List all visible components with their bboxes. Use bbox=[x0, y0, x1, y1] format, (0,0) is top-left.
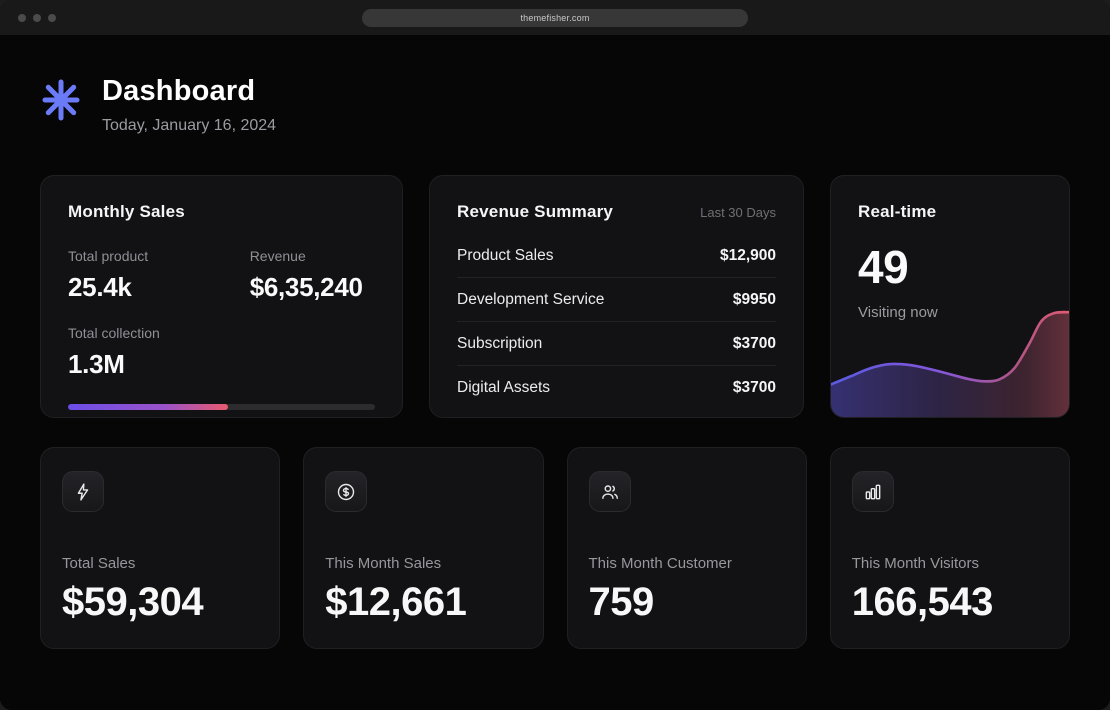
summary-cards-row: Monthly Sales Total product 25.4k Revenu… bbox=[40, 175, 1070, 418]
realtime-title: Real-time bbox=[858, 202, 937, 221]
revenue-summary-card: Revenue Summary Last 30 Days Product Sal… bbox=[429, 175, 804, 418]
revenue-row-value: $3700 bbox=[732, 334, 776, 352]
page-header: Dashboard Today, January 16, 2024 bbox=[40, 75, 1070, 135]
window-controls bbox=[18, 13, 56, 22]
revenue-value: $6,35,240 bbox=[249, 272, 363, 302]
month-customer-card: This Month Customer 759 bbox=[566, 447, 807, 649]
dashboard-page: Dashboard Today, January 16, 2024 Monthl… bbox=[0, 35, 1110, 710]
total-product-label: Total product bbox=[68, 248, 149, 264]
stat-cards-row: Total Sales $59,304 This Month Sales $12… bbox=[40, 447, 1070, 649]
realtime-card: Real-time 49 Visiting now bbox=[830, 175, 1070, 418]
revenue-label: Revenue bbox=[249, 248, 306, 264]
revenue-row-value: $9950 bbox=[732, 290, 776, 308]
revenue-summary-period: Last 30 Days bbox=[700, 204, 776, 220]
total-sales-card: Total Sales $59,304 bbox=[40, 447, 281, 649]
dollar-circle-icon bbox=[325, 471, 368, 512]
revenue-row-subscription: Subscription $3700 bbox=[457, 322, 776, 366]
total-collection-value: 1.3M bbox=[68, 349, 125, 379]
window-minimize-button[interactable] bbox=[33, 13, 41, 22]
realtime-caption: Visiting now bbox=[858, 304, 938, 321]
revenue-stat: Revenue $6,35,240 bbox=[250, 248, 375, 303]
revenue-summary-title: Revenue Summary bbox=[457, 202, 614, 221]
window-maximize-button[interactable] bbox=[48, 13, 56, 22]
month-visitors-card: This Month Visitors 166,543 bbox=[829, 447, 1070, 649]
stat-label: This Month Visitors bbox=[851, 555, 980, 572]
revenue-row-label: Subscription bbox=[457, 334, 543, 352]
monthly-sales-card: Monthly Sales Total product 25.4k Revenu… bbox=[40, 175, 403, 418]
bar-chart-icon bbox=[851, 471, 894, 512]
revenue-row-development-service: Development Service $9950 bbox=[457, 278, 776, 322]
total-collection-label: Total collection bbox=[68, 325, 160, 341]
revenue-row-label: Product Sales bbox=[457, 246, 554, 264]
lightning-icon bbox=[62, 471, 104, 512]
revenue-row-product-sales: Product Sales $12,900 bbox=[457, 234, 776, 278]
stat-value: $59,304 bbox=[62, 580, 204, 624]
revenue-row-label: Development Service bbox=[457, 290, 605, 308]
address-bar[interactable]: themefisher.com bbox=[362, 8, 748, 27]
stat-label: Total Sales bbox=[62, 555, 136, 572]
stat-value: 166,543 bbox=[851, 580, 994, 624]
asterisk-logo-icon bbox=[42, 79, 80, 121]
total-product-value: 25.4k bbox=[68, 272, 132, 302]
page-date: Today, January 16, 2024 bbox=[102, 117, 277, 134]
browser-chrome-bar: themefisher.com bbox=[0, 0, 1110, 35]
month-sales-card: This Month Sales $12,661 bbox=[303, 447, 544, 649]
stat-label: This Month Sales bbox=[325, 555, 442, 572]
stat-label: This Month Customer bbox=[588, 555, 732, 572]
realtime-count: 49 bbox=[858, 241, 909, 293]
revenue-row-label: Digital Assets bbox=[457, 378, 551, 396]
window-close-button[interactable] bbox=[18, 13, 26, 22]
revenue-row-value: $12,900 bbox=[719, 246, 776, 264]
sales-progress-fill bbox=[68, 404, 228, 410]
revenue-row-digital-assets: Digital Assets $3700 bbox=[457, 366, 776, 409]
address-bar-url: themefisher.com bbox=[520, 12, 590, 23]
users-icon bbox=[588, 471, 631, 512]
total-product-stat: Total product 25.4k bbox=[68, 248, 250, 303]
page-title: Dashboard bbox=[102, 75, 256, 107]
realtime-area-chart bbox=[831, 310, 1069, 417]
total-collection-stat: Total collection 1.3M bbox=[68, 325, 375, 380]
stat-value: 759 bbox=[588, 580, 655, 624]
monthly-sales-title: Monthly Sales bbox=[68, 202, 185, 221]
stat-value: $12,661 bbox=[325, 580, 467, 624]
revenue-row-value: $3700 bbox=[732, 378, 776, 396]
sales-progress-bar bbox=[68, 404, 375, 410]
